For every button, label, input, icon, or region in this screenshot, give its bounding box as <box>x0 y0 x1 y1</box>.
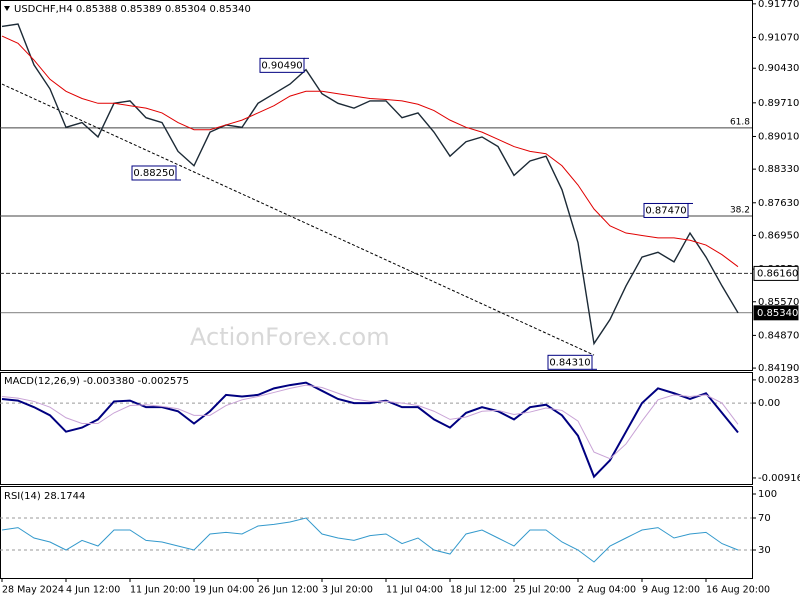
y-tick-label: 100 <box>758 489 777 500</box>
x-tick-label: 11 Jun 20:00 <box>130 585 190 596</box>
y-tick-label: 0.88330 <box>758 164 799 175</box>
panel-title: MACD(12,26,9) -0.003380 -0.002575 <box>4 376 189 387</box>
x-tick-label: 16 Aug 20:00 <box>706 585 770 596</box>
annotation-label: 0.90490 <box>261 60 302 71</box>
series-line <box>1 381 739 479</box>
series-line <box>1 384 739 460</box>
series-line <box>1 35 739 268</box>
x-tick-label: 19 Jun 04:00 <box>194 585 254 596</box>
y-tick-label: 0.91770 <box>758 0 799 10</box>
panel-title: RSI(14) 28.1744 <box>4 491 85 502</box>
annotation-box <box>643 202 689 218</box>
annotation-box <box>131 165 177 181</box>
y-tick-label: 0.84870 <box>758 330 799 341</box>
menu-arrow <box>4 6 10 11</box>
series-line <box>1 23 739 346</box>
price-level-box <box>753 305 799 321</box>
fib-label: 61.8 <box>730 117 750 127</box>
x-tick-label: 3 Jul 20:00 <box>322 585 373 596</box>
x-tick-label: 28 May 2024 <box>2 585 64 596</box>
y-tick-label: 30 <box>758 545 771 556</box>
y-tick-label: 0.87630 <box>758 198 799 209</box>
trendline <box>1 83 595 356</box>
x-tick-label: 18 Jul 12:00 <box>450 585 507 596</box>
y-tick-label: 70 <box>758 513 771 524</box>
price-panel <box>0 0 753 371</box>
annotation-label: 0.84310 <box>549 357 590 368</box>
y-tick-label: 0.002835 <box>758 375 800 386</box>
price-level-box <box>753 265 799 281</box>
price-level-label: 0.85340 <box>757 308 798 319</box>
y-tick-label: 0.91070 <box>758 32 799 43</box>
y-tick-label: -0.009161 <box>758 473 800 484</box>
macd-panel <box>0 372 753 485</box>
series-line <box>1 517 739 563</box>
rsi-panel <box>0 486 753 579</box>
annotation-label: 0.88250 <box>133 168 174 179</box>
y-tick-label: 0.90430 <box>758 63 799 74</box>
x-tick-label: 9 Aug 12:00 <box>642 585 700 596</box>
y-tick-label: 0.89710 <box>758 98 799 109</box>
y-tick-label: 0.86950 <box>758 230 799 241</box>
panel-title: USDCHF,H4 0.85388 0.85389 0.85304 0.8534… <box>14 4 251 15</box>
x-tick-label: 2 Aug 04:00 <box>578 585 636 596</box>
x-tick-label: 4 Jun 12:00 <box>66 585 120 596</box>
annotation-box <box>259 57 305 73</box>
watermark: ActionForex.com <box>190 323 390 351</box>
y-tick-label: 0.85570 <box>758 297 799 308</box>
x-tick-label: 25 Jul 20:00 <box>514 585 571 596</box>
x-tick-label: 11 Jul 04:00 <box>386 585 443 596</box>
fib-label: 38.2 <box>730 205 750 215</box>
x-tick-label: 26 Jun 12:00 <box>258 585 318 596</box>
annotation-label: 0.87470 <box>645 205 686 216</box>
y-tick-label: 0.00 <box>758 398 780 409</box>
price-level-label: 0.86160 <box>757 268 798 279</box>
y-tick-label: 0.84190 <box>758 363 799 374</box>
annotation-box <box>547 354 593 370</box>
y-tick-label: 0.89010 <box>758 131 799 142</box>
